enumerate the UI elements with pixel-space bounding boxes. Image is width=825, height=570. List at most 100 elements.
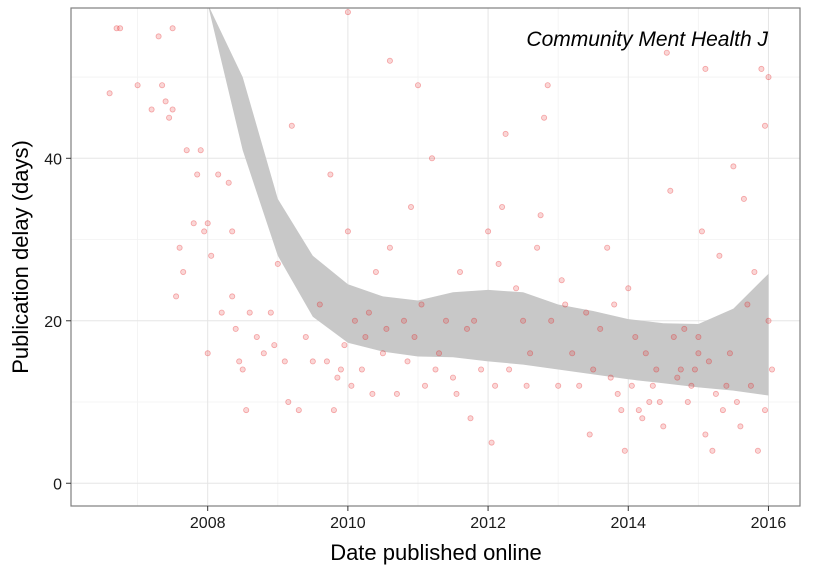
data-point — [201, 228, 208, 235]
data-point — [194, 171, 201, 178]
data-point — [432, 366, 439, 373]
y-axis: 0 20 40 — [44, 151, 71, 493]
data-point — [414, 82, 421, 89]
data-point — [155, 33, 162, 40]
data-point — [614, 390, 621, 397]
data-point — [740, 195, 747, 202]
data-point — [597, 325, 604, 332]
data-point — [762, 407, 769, 414]
data-point — [639, 415, 646, 422]
data-point — [590, 366, 597, 373]
data-point — [467, 415, 474, 422]
data-point — [358, 366, 365, 373]
data-point — [695, 333, 702, 340]
data-point — [769, 366, 776, 373]
data-point — [404, 358, 411, 365]
x-tick-label: 2016 — [751, 515, 787, 532]
data-point — [523, 382, 530, 389]
data-point — [323, 358, 330, 365]
x-tick-label: 2012 — [470, 515, 506, 532]
data-point — [456, 268, 463, 275]
data-point — [176, 244, 183, 251]
data-point — [148, 106, 155, 113]
journal-annotation: Community Ment Health J — [526, 28, 768, 51]
data-point — [365, 309, 372, 316]
data-point — [260, 350, 267, 357]
x-axis-title: Date published online — [330, 540, 542, 565]
data-point — [309, 358, 316, 365]
data-point — [716, 252, 723, 259]
data-point — [285, 398, 292, 405]
data-point — [421, 382, 428, 389]
data-point — [386, 244, 393, 251]
data-point — [246, 309, 253, 316]
data-point — [232, 325, 239, 332]
data-point — [527, 350, 534, 357]
data-point — [653, 366, 660, 373]
data-point — [495, 260, 502, 267]
data-point — [208, 252, 215, 259]
data-point — [754, 447, 761, 454]
data-point — [677, 366, 684, 373]
data-point — [316, 301, 323, 308]
plot-border — [70, 7, 801, 507]
data-point — [762, 122, 769, 129]
y-axis-title: Publication delay (days) — [8, 140, 33, 374]
data-point — [341, 342, 348, 349]
data-point — [407, 203, 414, 210]
data-point — [586, 431, 593, 438]
data-point — [688, 382, 695, 389]
data-point — [106, 90, 113, 97]
data-point — [393, 390, 400, 397]
data-point — [562, 301, 569, 308]
data-point — [334, 374, 341, 381]
data-point — [702, 431, 709, 438]
data-point — [705, 358, 712, 365]
smooth-band-layer — [208, 8, 769, 396]
data-point — [348, 382, 355, 389]
data-point — [229, 228, 236, 235]
data-point — [646, 398, 653, 405]
data-point — [712, 390, 719, 397]
data-point — [162, 98, 169, 105]
data-point — [204, 350, 211, 357]
data-point — [372, 268, 379, 275]
data-point — [733, 398, 740, 405]
data-point — [548, 317, 555, 324]
data-point — [362, 333, 369, 340]
data-point — [344, 228, 351, 235]
data-point — [544, 82, 551, 89]
data-point — [642, 350, 649, 357]
data-point — [576, 382, 583, 389]
data-point — [534, 244, 541, 251]
scatter-points — [106, 9, 776, 454]
data-point — [386, 57, 393, 64]
data-point — [229, 293, 236, 300]
data-point — [236, 358, 243, 365]
data-point — [632, 333, 639, 340]
data-point — [747, 382, 754, 389]
data-point — [656, 398, 663, 405]
data-point — [218, 309, 225, 316]
x-axis: 2008 2010 2012 2014 2016 — [190, 506, 786, 532]
data-point — [691, 366, 698, 373]
data-point — [513, 285, 520, 292]
data-point — [485, 228, 492, 235]
data-point — [730, 163, 737, 170]
data-point — [751, 268, 758, 275]
data-point — [765, 74, 772, 81]
data-point — [744, 301, 751, 308]
data-point — [625, 285, 632, 292]
data-point — [267, 309, 274, 316]
data-point — [618, 407, 625, 414]
data-point — [330, 407, 337, 414]
data-point — [134, 82, 141, 89]
data-point — [113, 25, 120, 32]
data-point — [765, 317, 772, 324]
data-point — [649, 382, 656, 389]
data-point — [204, 220, 211, 227]
data-point — [492, 382, 499, 389]
data-point — [369, 390, 376, 397]
data-point — [463, 325, 470, 332]
